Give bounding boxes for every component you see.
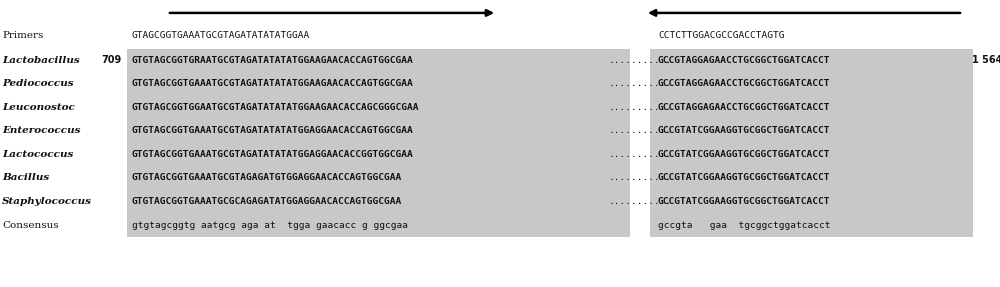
- Text: GTGTAGCGGTGGAATGCGTAGATATATATGGAAGAACACCAGCGGGCGAA: GTGTAGCGGTGGAATGCGTAGATATATATGGAAGAACACC…: [132, 103, 420, 112]
- Text: ...........: ...........: [608, 173, 672, 183]
- Text: Lactobacillus: Lactobacillus: [2, 56, 80, 65]
- Text: Staphylococcus: Staphylococcus: [2, 197, 92, 206]
- Bar: [650, 49, 973, 72]
- Text: GCCGTATCGGAAGGTGCGGCTGGATCACCT: GCCGTATCGGAAGGTGCGGCTGGATCACCT: [658, 150, 830, 159]
- Text: gtgtagcggtg aatgcg aga at  tgga gaacacc g ggcgaa: gtgtagcggtg aatgcg aga at tgga gaacacc g…: [132, 220, 408, 230]
- Text: GCCGTAGGAGAACCTGCGGCTGGATCACCT: GCCGTAGGAGAACCTGCGGCTGGATCACCT: [658, 56, 830, 65]
- Text: GTGTAGCGGTGAAATGCGTAGATATATATGGAGGAACACCAGTGGCGAA: GTGTAGCGGTGAAATGCGTAGATATATATGGAGGAACACC…: [132, 126, 414, 135]
- Bar: [650, 96, 973, 119]
- Text: GTGTAGCGGTGRAATGCGTAGATATATATGGAAGAACACCAGTGGCGAA: GTGTAGCGGTGRAATGCGTAGATATATATGGAAGAACACC…: [132, 56, 414, 65]
- Text: ...........: ...........: [608, 150, 672, 159]
- Text: GCCGTATCGGAAGGTGCGGCTGGATCACCT: GCCGTATCGGAAGGTGCGGCTGGATCACCT: [658, 197, 830, 206]
- Bar: [127, 72, 630, 96]
- Bar: [650, 213, 973, 237]
- Text: gccgta   gaa  tgcggctggatcacct: gccgta gaa tgcggctggatcacct: [658, 220, 830, 230]
- Text: ...........: ...........: [608, 56, 672, 65]
- Bar: [127, 119, 630, 143]
- Bar: [650, 166, 973, 190]
- Bar: [127, 96, 630, 119]
- Bar: [650, 119, 973, 143]
- Bar: [127, 213, 630, 237]
- Text: Consensus: Consensus: [2, 220, 59, 230]
- Text: GCCGTATCGGAAGGTGCGGCTGGATCACCT: GCCGTATCGGAAGGTGCGGCTGGATCACCT: [658, 173, 830, 183]
- Text: Leuconostoc: Leuconostoc: [2, 103, 75, 112]
- Text: GTGTAGCGGTGAAATGCGCAGAGATATGGAGGAACACCAGTGGCGAA: GTGTAGCGGTGAAATGCGCAGAGATATGGAGGAACACCAG…: [132, 197, 402, 206]
- Text: GCCGTAGGAGAACCTGCGGCTGGATCACCT: GCCGTAGGAGAACCTGCGGCTGGATCACCT: [658, 103, 830, 112]
- Text: ...........: ...........: [608, 103, 672, 112]
- Text: GTGTAGCGGTGAAATGCGTAGATATATATGGAGGAACACCGGTGGCGAA: GTGTAGCGGTGAAATGCGTAGATATATATGGAGGAACACC…: [132, 150, 414, 159]
- Text: Lactococcus: Lactococcus: [2, 150, 73, 159]
- Text: GTGTAGCGGTGAAATGCGTAGAGATGTGGAGGAACACCAGTGGCGAA: GTGTAGCGGTGAAATGCGTAGAGATGTGGAGGAACACCAG…: [132, 173, 402, 183]
- Text: ...........: ...........: [608, 79, 672, 88]
- Bar: [650, 190, 973, 213]
- Text: GCCGTATCGGAAGGTGCGGCTGGATCACCT: GCCGTATCGGAAGGTGCGGCTGGATCACCT: [658, 126, 830, 135]
- Bar: [127, 166, 630, 190]
- Bar: [127, 190, 630, 213]
- Bar: [127, 49, 630, 72]
- Text: 709: 709: [102, 55, 122, 65]
- Text: ...........: ...........: [608, 197, 672, 206]
- Bar: [650, 72, 973, 96]
- Text: GTGTAGCGGTGAAATGCGTAGATATATATGGAAGAACACCAGTGGCGAA: GTGTAGCGGTGAAATGCGTAGATATATATGGAAGAACACC…: [132, 79, 414, 88]
- Text: GCCGTAGGAGAACCTGCGGCTGGATCACCT: GCCGTAGGAGAACCTGCGGCTGGATCACCT: [658, 79, 830, 88]
- Text: Pediococcus: Pediococcus: [2, 79, 74, 88]
- Text: Enterococcus: Enterococcus: [2, 126, 80, 135]
- Text: Bacillus: Bacillus: [2, 173, 49, 183]
- Bar: [127, 143, 630, 166]
- Text: CCTCTTGGACGCCGACCTAGTG: CCTCTTGGACGCCGACCTAGTG: [658, 31, 784, 40]
- Text: ...........: ...........: [608, 126, 672, 135]
- Text: Primers: Primers: [2, 31, 43, 40]
- Text: 1 564: 1 564: [972, 55, 1000, 65]
- Text: GTAGCGGTGAAATGCGTAGATATATATGGAA: GTAGCGGTGAAATGCGTAGATATATATGGAA: [132, 31, 310, 40]
- Bar: [650, 143, 973, 166]
